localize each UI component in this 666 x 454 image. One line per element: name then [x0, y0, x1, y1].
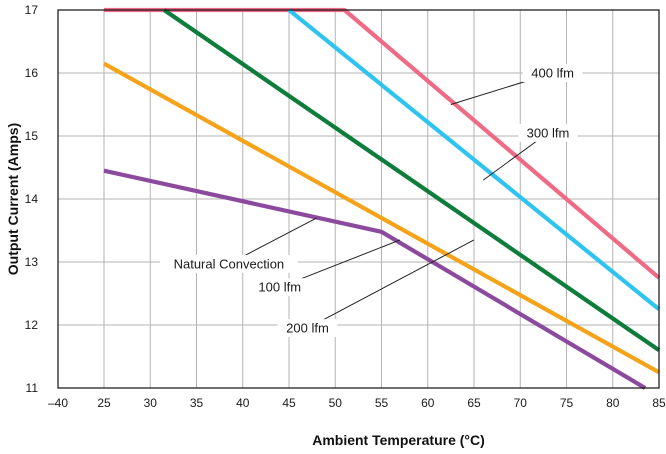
- x-tick-label: 85: [652, 396, 666, 410]
- callout-label: 400 lfm: [531, 66, 574, 81]
- series-line-300-lfm: [287, 8, 661, 311]
- y-tick-label: 14: [25, 192, 39, 206]
- x-tick-label: 30: [144, 396, 158, 410]
- x-tick-label: 35: [190, 396, 204, 410]
- series-line-200-lfm: [162, 8, 661, 352]
- plot-frame: [57, 9, 660, 389]
- x-tick-label: –40: [48, 396, 68, 410]
- x-tick-label: 40: [236, 396, 250, 410]
- callout-label: Natural Convection: [174, 256, 285, 271]
- x-tick-label: 65: [467, 396, 481, 410]
- y-axis-title: Output Current (Amps): [5, 123, 21, 275]
- x-axis-ticks: –40 25 30 35 40 45 50 55 60 65 70 75 80 85: [48, 396, 666, 410]
- series-line-natural-convection: [103, 168, 647, 390]
- y-tick-label: 13: [25, 255, 39, 269]
- callout-label: 100 lfm: [258, 280, 301, 295]
- x-tick-label: 70: [514, 396, 528, 410]
- x-tick-label: 45: [282, 396, 296, 410]
- x-tick-label: 75: [560, 396, 574, 410]
- x-tick-label: 80: [606, 396, 620, 410]
- y-tick-label: 17: [25, 3, 39, 17]
- series-line-100-lfm: [102, 61, 661, 375]
- y-tick-label: 15: [25, 129, 39, 143]
- callout-box: [518, 123, 578, 142]
- callout-box: [522, 64, 583, 82]
- callout-label: 300 lfm: [527, 125, 570, 140]
- callout-box: [277, 319, 338, 338]
- y-tick-label: 11: [26, 381, 39, 395]
- x-tick-label: 50: [329, 396, 343, 410]
- callout-label: 200 lfm: [286, 321, 329, 336]
- x-tick-label: 25: [97, 396, 111, 410]
- x-axis-title: Ambient Temperature (°C): [312, 432, 485, 448]
- callouts: 400 lfm 300 lfm 200 lfm 100 lfm Natural Conv…: [159, 64, 583, 338]
- y-tick-label: 16: [25, 66, 39, 80]
- callout-box: [249, 278, 310, 297]
- x-tick-label: 60: [421, 396, 435, 410]
- x-tick-label: 55: [375, 396, 389, 410]
- callout-leader: [307, 239, 475, 329]
- y-axis-ticks: 11 12 13 14 15 16 17: [25, 3, 39, 395]
- callout-box: [159, 254, 298, 273]
- y-tick-label: 12: [25, 318, 39, 332]
